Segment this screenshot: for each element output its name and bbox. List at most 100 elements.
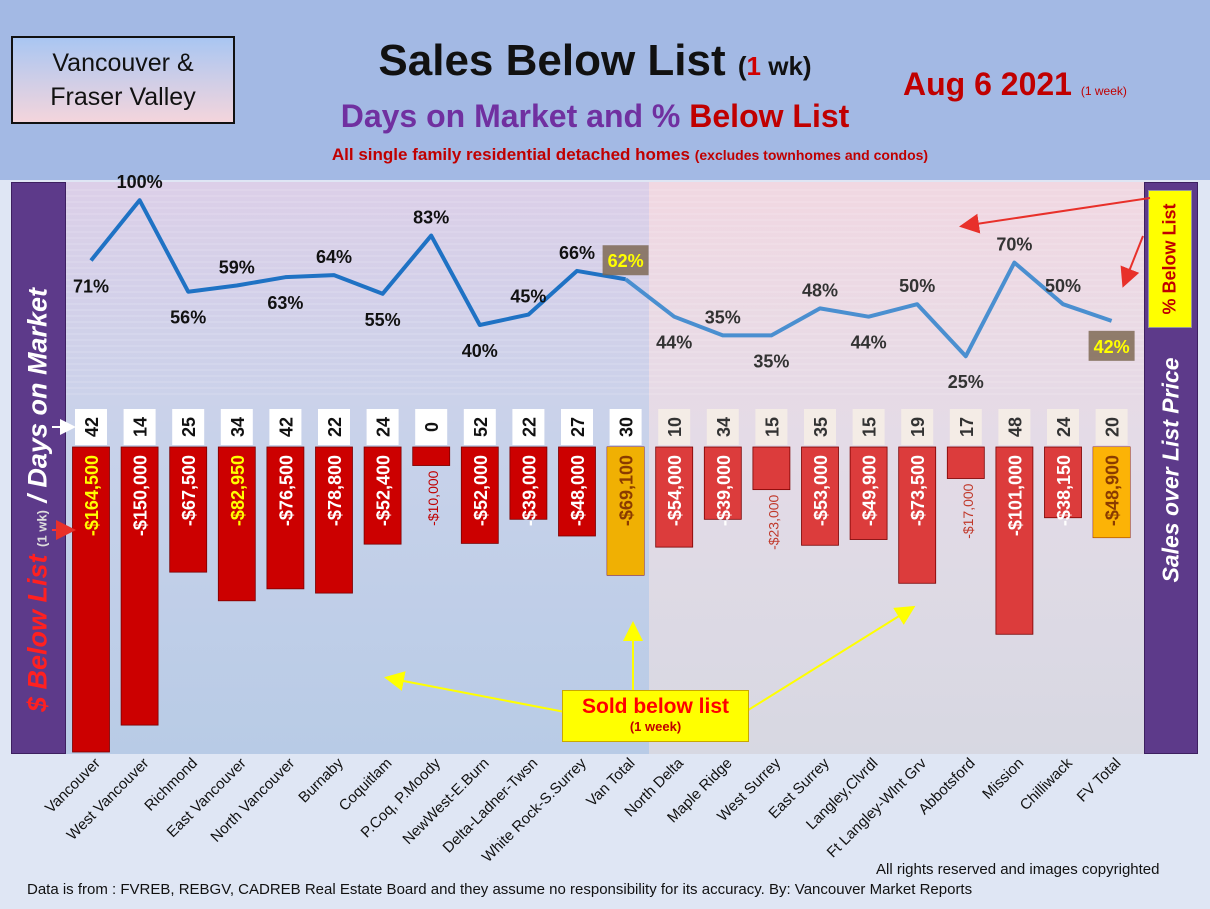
pct-below-list-label: % Below List [1148, 190, 1192, 328]
note-small: (excludes townhomes and condos) [694, 147, 929, 163]
dom-label: 10 [665, 417, 685, 437]
dom-label-bg [755, 409, 788, 445]
chart-note: All single family residential detached h… [140, 145, 1120, 165]
dom-label: 15 [762, 417, 782, 437]
date-main: Aug 6 2021 [903, 66, 1072, 102]
price-label: -$78,800 [325, 455, 345, 526]
price-bar [849, 446, 888, 540]
price-bar [752, 446, 791, 491]
pct-label-highlight [1088, 330, 1135, 361]
price-label: -$48,900 [1103, 455, 1123, 526]
pct-label: 45% [510, 287, 546, 307]
price-bar [509, 446, 548, 520]
price-label: -$39,000 [714, 455, 734, 526]
note-main: All single family residential detached h… [331, 145, 690, 164]
title-unit: wk) [761, 51, 812, 81]
pct-label: 62% [608, 251, 644, 271]
chart-title: Sales Below List (1 wk) [300, 36, 890, 86]
subtitle-part-1: Days on Market and % [340, 98, 690, 134]
region-line-2: Fraser Valley [50, 83, 196, 111]
dom-label: 22 [325, 417, 345, 437]
dom-label-bg [706, 409, 739, 445]
dom-label: 52 [471, 417, 491, 437]
dom-label-bg [415, 409, 448, 445]
pct-label: 70% [996, 235, 1032, 255]
price-label: -$23,000 [765, 494, 781, 549]
dom-label-bg [609, 409, 642, 445]
category-label: FV Total [1074, 755, 1125, 806]
dom-label-bg [1095, 409, 1128, 445]
dom-label: 34 [228, 417, 248, 437]
price-bar [217, 446, 256, 602]
price-bar [169, 446, 208, 573]
dom-label-bg [366, 409, 399, 445]
title-num: 1 [746, 51, 762, 81]
pct-label: 50% [1045, 276, 1081, 296]
total-bar-highlight [607, 447, 645, 575]
price-label: -$49,900 [860, 455, 880, 526]
dom-label-bg [75, 409, 107, 445]
dom-label: 30 [617, 417, 637, 437]
price-bar [801, 446, 839, 546]
pct-line-vancouver [89, 198, 626, 327]
subtitle-part-2: Below List [689, 98, 850, 134]
pct-arrow [959, 197, 1151, 234]
category-label: NewWest-E.Burn [399, 755, 492, 848]
price-bar [946, 446, 985, 479]
price-label: -$76,500 [276, 455, 296, 526]
pct-label: 64% [316, 247, 352, 267]
sold-below-list-period: (1 week) [629, 719, 682, 734]
pct-label: 66% [559, 243, 595, 263]
price-bar [655, 446, 694, 548]
price-label: -$48,000 [568, 455, 588, 526]
pct-label: 71% [73, 277, 109, 297]
price-label: -$150,000 [131, 455, 151, 536]
price-label: -$82,950 [228, 455, 248, 526]
pct-label: 48% [802, 280, 838, 300]
pct-line-fraser-valley [624, 260, 1113, 359]
price-bar [703, 446, 742, 520]
sold-below-list-callout: Sold below list (1 week) [562, 690, 749, 742]
dom-label: 24 [1054, 417, 1074, 437]
dom-label: 15 [860, 417, 880, 437]
pct-label: 50% [899, 276, 935, 296]
dom-label-bg [463, 409, 496, 445]
total-bar-highlight [1093, 447, 1131, 538]
price-label: -$52,400 [374, 455, 394, 526]
pct-label: 40% [462, 341, 498, 361]
category-label: West Vancouver [64, 755, 153, 844]
dom-label: 20 [1103, 417, 1123, 437]
dom-label: 0 [422, 422, 442, 432]
price-label: -$67,500 [179, 455, 199, 526]
dom-label: 35 [811, 417, 831, 437]
price-bar [120, 446, 159, 726]
dom-label: 19 [908, 417, 928, 437]
dom-label-bg [561, 409, 593, 445]
pct-label: 44% [656, 333, 692, 353]
price-bar [72, 446, 110, 753]
dom-label-bg [172, 409, 205, 445]
pct-label: 56% [170, 308, 206, 328]
pct-label: 55% [365, 310, 401, 330]
chart-subtitle: Days on Market and % Below List [250, 98, 940, 135]
price-bar [898, 446, 937, 584]
dom-label-bg [804, 409, 836, 445]
title-paren: ( [737, 51, 747, 81]
price-bar [460, 446, 499, 544]
pct-label: 63% [267, 293, 303, 313]
price-label: -$10,000 [425, 470, 441, 525]
pct-label: 35% [705, 307, 741, 327]
region-line-1: Vancouver & [52, 49, 194, 77]
price-label: -$69,100 [617, 455, 637, 526]
region-label: Vancouver & Fraser Valley [11, 36, 235, 124]
pct-label: 59% [219, 257, 255, 277]
source-note: Data is from : FVREB, REBGV, CADREB Real… [27, 881, 973, 898]
dom-label: 42 [82, 417, 102, 437]
price-bar [363, 446, 402, 545]
title-main: Sales Below List [378, 36, 726, 85]
pct-label: 35% [753, 351, 789, 371]
price-label: -$38,150 [1054, 455, 1074, 526]
dom-label: 17 [957, 417, 977, 437]
dom-label-bg [998, 409, 1031, 445]
